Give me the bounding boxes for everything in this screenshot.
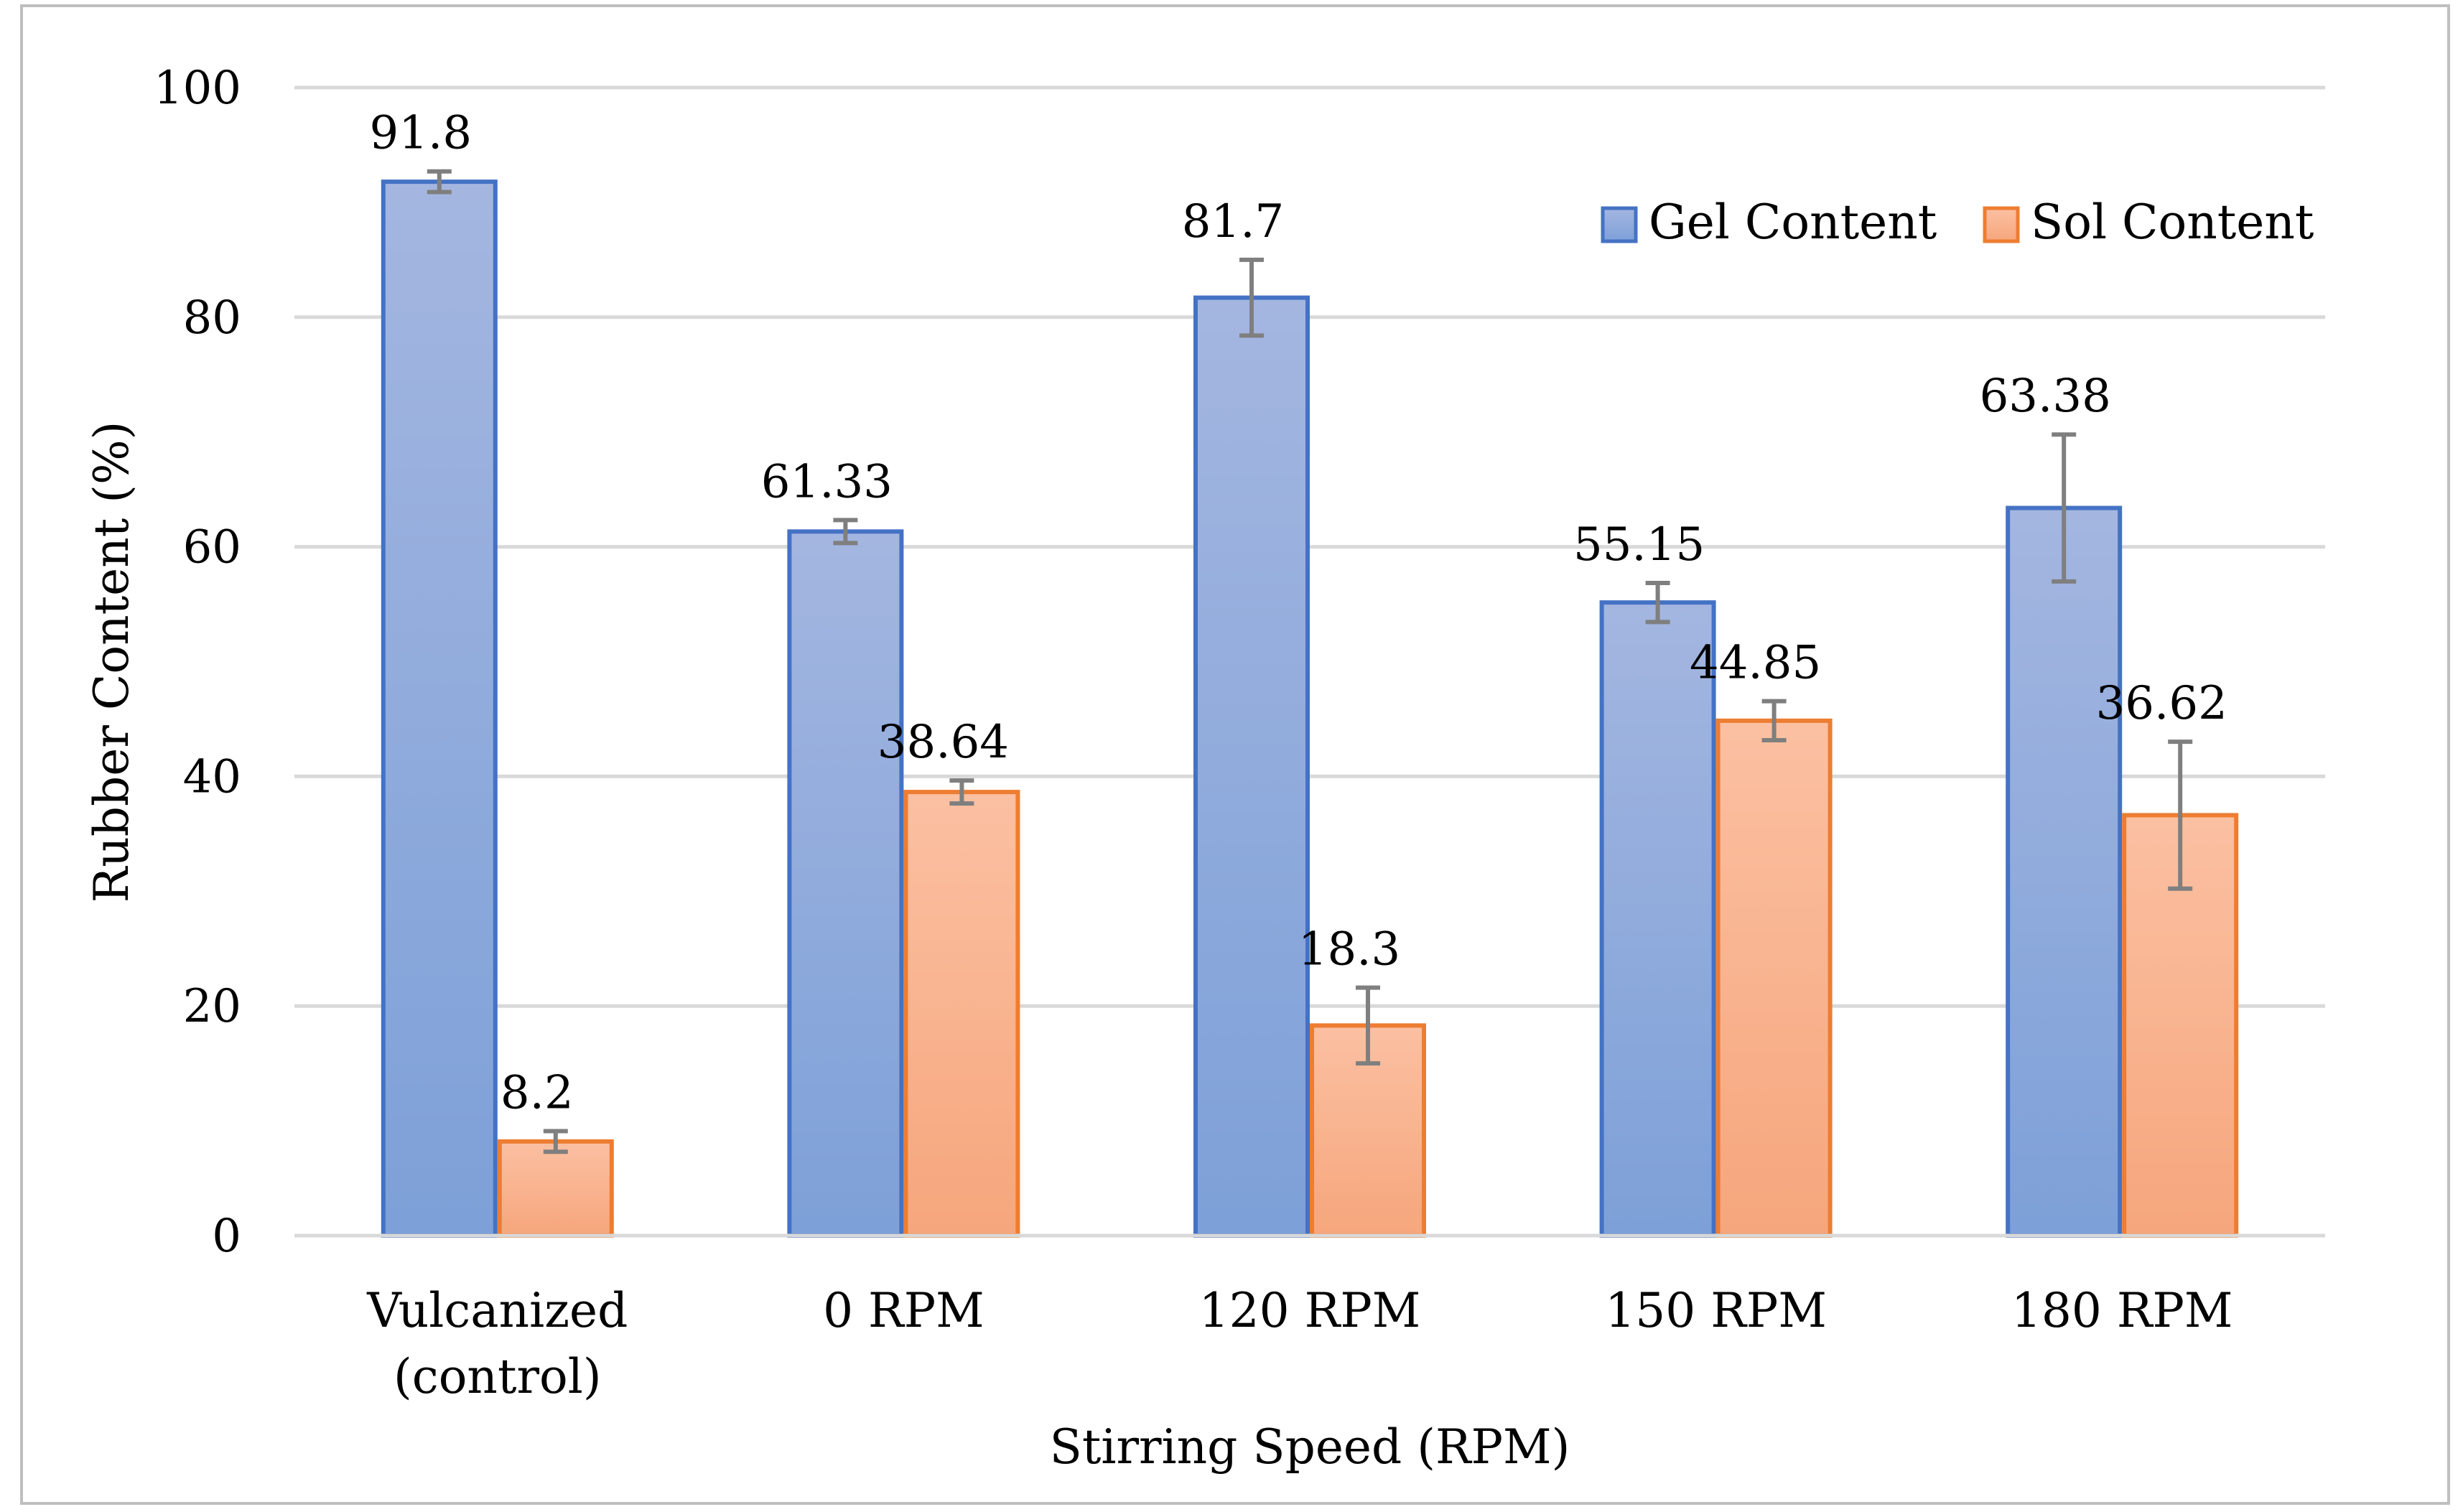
x-category-label: 0 RPM: [823, 1283, 984, 1338]
x-category-label: 120 RPM: [1199, 1283, 1421, 1338]
data-label: 91.8: [370, 107, 472, 160]
x-category-label: 180 RPM: [2011, 1283, 2233, 1338]
gel-content-bar: [1599, 600, 1716, 1238]
y-tick-label: 20: [183, 980, 241, 1033]
data-label: 61.33: [761, 455, 893, 508]
data-label: 63.38: [1980, 370, 2111, 423]
legend-label: Gel Content: [1649, 195, 1937, 250]
legend-swatch: [1601, 206, 1638, 243]
data-label: 18.3: [1298, 923, 1401, 976]
y-axis-title: Rubber Content (%): [84, 421, 139, 903]
y-tick-label: 0: [212, 1210, 241, 1263]
error-bars: [427, 169, 2193, 1154]
bars: [381, 179, 2239, 1238]
data-label: 8.2: [500, 1066, 574, 1119]
data-label: 81.7: [1182, 195, 1285, 248]
sol-content-bar: [903, 790, 1020, 1238]
y-axis-ticks: 0 20 40 60 80 100: [154, 62, 241, 1263]
data-label: 55.15: [1573, 518, 1705, 571]
data-label: 38.64: [877, 716, 1009, 769]
data-label: 44.85: [1690, 637, 1821, 690]
data-labels: 91.8 8.2 61.33 38.64 81.7 18.3 55.15 44.85 63.38…: [370, 107, 2227, 1120]
legend-item-sol[interactable]: Sol Content: [1983, 195, 2314, 250]
legend[interactable]: Gel Content Sol Content: [1601, 195, 2314, 250]
sol-content-bar: [1310, 1023, 1426, 1238]
x-axis-title: Stirring Speed (RPM): [1050, 1419, 1570, 1475]
gel-content-bar: [787, 529, 904, 1238]
legend-swatch: [1983, 206, 2020, 243]
gel-content-bar: [2006, 505, 2123, 1238]
y-tick-label: 40: [183, 750, 241, 803]
data-label: 36.62: [2096, 677, 2227, 730]
x-category-label: Vulcanized: [366, 1283, 628, 1338]
x-axis-categories: Vulcanized (control) 0 RPM 120 RPM 150 RPM 18…: [366, 1283, 2232, 1404]
y-tick-label: 100: [154, 62, 241, 115]
x-category-label: 150 RPM: [1605, 1283, 1827, 1338]
sol-content-bar: [1715, 718, 1833, 1238]
sol-content-bar: [497, 1139, 614, 1238]
legend-item-gel[interactable]: Gel Content: [1601, 195, 1937, 250]
x-category-label: (control): [394, 1349, 602, 1404]
y-tick-label: 60: [183, 521, 241, 574]
gel-content-bar: [1193, 295, 1310, 1238]
y-tick-label: 80: [183, 291, 241, 345]
legend-label: Sol Content: [2031, 195, 2314, 250]
gel-content-bar: [381, 179, 498, 1238]
